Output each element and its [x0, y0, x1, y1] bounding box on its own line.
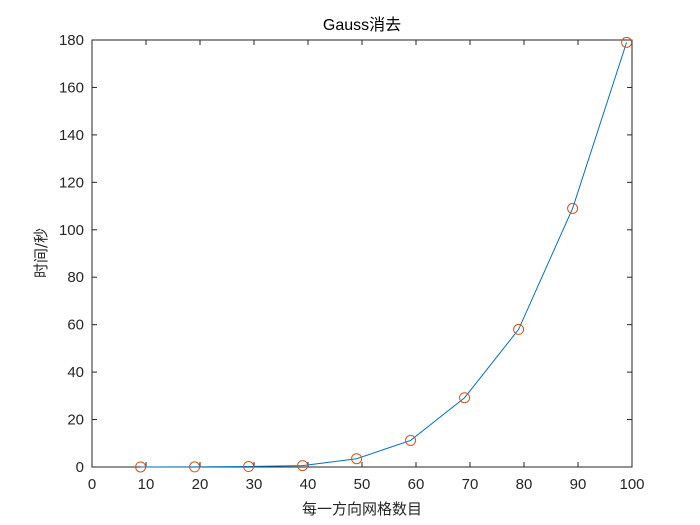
x-tick-label: 50	[354, 476, 371, 493]
y-axis: 0 20 40 60 80 100 120 140 160 180	[59, 32, 632, 476]
y-tick-label: 120	[59, 174, 84, 191]
data-point-marker	[351, 453, 363, 465]
x-tick-label: 30	[246, 476, 263, 493]
data-point-marker	[297, 460, 309, 472]
x-axis: 0 10 20 30 40 50 60 70 80 90 100	[88, 40, 645, 493]
data-point-marker	[135, 461, 147, 473]
chart-title: Gauss消去	[323, 16, 401, 34]
plot-area	[91, 39, 633, 468]
y-axis-title: 时间/秒	[32, 228, 50, 278]
data-series	[135, 36, 633, 473]
x-tick-label: 60	[408, 476, 425, 493]
data-point-marker	[459, 392, 471, 404]
x-axis-title: 每一方向网格数目	[302, 500, 422, 518]
data-point-marker	[189, 461, 201, 473]
data-point-marker	[621, 36, 633, 48]
x-tick-label: 0	[88, 476, 96, 493]
y-tick-label: 60	[67, 317, 84, 334]
data-point-marker	[243, 461, 255, 473]
x-tick-label: 40	[300, 476, 317, 493]
x-tick-label: 80	[516, 476, 533, 493]
y-tick-label: 0	[76, 459, 84, 476]
y-tick-label: 80	[67, 269, 84, 286]
x-tick-label: 90	[570, 476, 587, 493]
y-tick-label: 180	[59, 32, 84, 49]
data-point-marker	[567, 202, 579, 214]
y-tick-label: 20	[67, 412, 84, 429]
y-tick-label: 160	[59, 79, 84, 96]
y-tick-label: 100	[59, 222, 84, 239]
x-tick-label: 20	[192, 476, 209, 493]
series-line	[140, 42, 628, 468]
x-tick-label: 100	[619, 476, 644, 493]
x-tick-label: 70	[462, 476, 479, 493]
axes-box	[91, 39, 633, 468]
data-point-marker	[513, 323, 525, 335]
y-tick-label: 140	[59, 127, 84, 144]
data-point-marker	[405, 434, 417, 446]
x-tick-label: 10	[138, 476, 155, 493]
y-tick-label: 40	[67, 364, 84, 381]
